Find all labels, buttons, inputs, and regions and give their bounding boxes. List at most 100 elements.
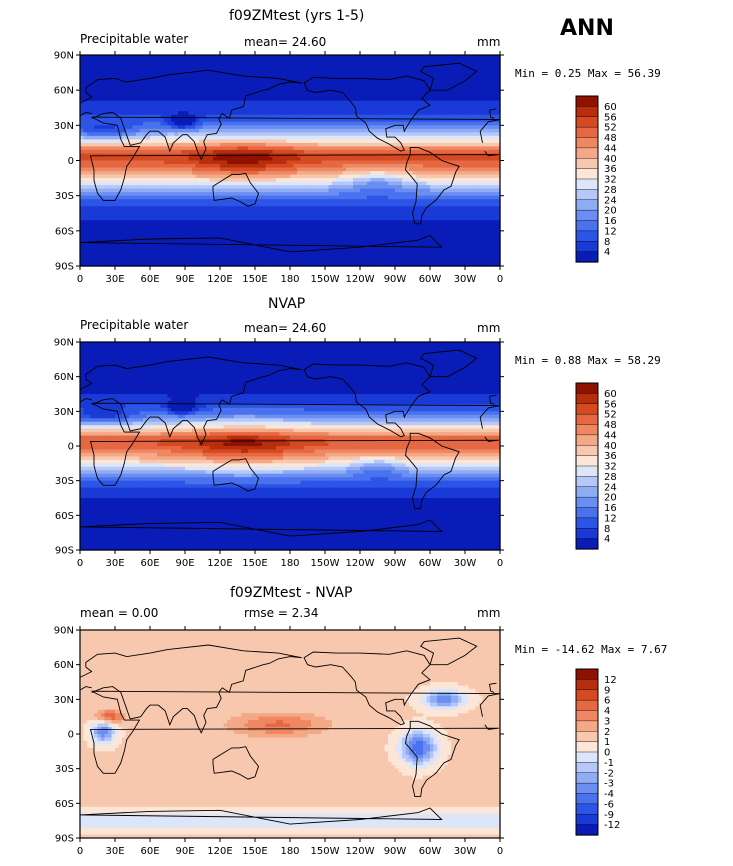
map-cell <box>213 181 218 186</box>
map-cell <box>335 121 340 126</box>
map-cell <box>325 156 330 162</box>
map-cell <box>398 192 403 197</box>
map-cell <box>269 160 274 165</box>
map-cell <box>454 55 459 60</box>
map-cell <box>489 104 494 109</box>
map-cell <box>300 185 305 190</box>
map-cell <box>374 69 379 74</box>
map-cell <box>465 132 470 137</box>
map-cell <box>230 114 235 119</box>
map-cell <box>388 195 393 200</box>
map-cell <box>318 79 323 84</box>
map-cell <box>479 142 484 148</box>
map-cell <box>157 156 162 162</box>
map-cell <box>132 167 137 172</box>
map-cell <box>125 199 130 204</box>
map-cell <box>356 69 361 74</box>
map-cell <box>447 167 452 172</box>
map-cell <box>97 167 102 172</box>
map-cell <box>101 160 106 165</box>
map-cell <box>283 72 288 77</box>
map-cell <box>304 149 309 155</box>
map-cell <box>307 100 312 105</box>
panel-2-center-label: mean= 24.60 <box>244 321 326 335</box>
map-cell <box>391 55 396 60</box>
map-cell <box>370 139 375 144</box>
map-cell <box>234 83 239 88</box>
map-cell <box>171 111 176 116</box>
map-cell <box>213 156 218 162</box>
map-cell <box>129 104 134 109</box>
map-cell <box>475 69 480 74</box>
map-cell <box>300 174 305 179</box>
map-cell <box>178 178 183 183</box>
map-cell <box>346 171 351 176</box>
map-cell <box>199 185 204 190</box>
map-cell <box>136 79 141 84</box>
map-cell <box>174 72 179 77</box>
map-cell <box>297 125 302 130</box>
map-cell <box>192 199 197 204</box>
panel-1-title: f09ZMtest (yrs 1-5) <box>229 8 364 24</box>
map-cell <box>468 83 473 88</box>
map-cell <box>276 192 281 197</box>
map-cell <box>167 65 172 70</box>
map-cell <box>122 167 127 172</box>
map-cell <box>437 160 442 165</box>
map-cell <box>160 160 165 165</box>
map-cell <box>251 142 256 148</box>
map-cell <box>269 188 274 193</box>
map-cell <box>174 114 179 119</box>
map-cell <box>444 121 449 126</box>
map-cell <box>381 128 386 133</box>
map-cell <box>363 111 368 116</box>
map-cell <box>164 142 169 148</box>
map-cell <box>283 97 288 102</box>
map-cell <box>115 199 120 204</box>
map-cell <box>388 76 393 81</box>
map-cell <box>90 93 95 98</box>
map-cell <box>335 156 340 162</box>
map-cell <box>223 86 228 91</box>
map-cell <box>174 86 179 91</box>
map-cell <box>325 114 330 119</box>
map-cell <box>199 76 204 81</box>
map-cell <box>416 69 421 74</box>
map-cell <box>262 111 267 116</box>
map-cell <box>332 104 337 109</box>
map-cell <box>206 104 211 109</box>
map-cell <box>97 132 102 137</box>
map-cell <box>258 128 263 133</box>
map-cell <box>262 118 267 123</box>
map-cell <box>262 192 267 197</box>
map-cell <box>349 146 354 151</box>
map-cell <box>118 192 123 197</box>
map-cell <box>437 97 442 102</box>
map-cell <box>419 135 424 140</box>
map-cell <box>283 160 288 165</box>
map-cell <box>83 132 88 137</box>
map-cell <box>356 192 361 197</box>
map-cell <box>412 181 417 186</box>
map-cell <box>122 139 127 144</box>
map-cell <box>430 118 435 123</box>
map-cell <box>132 121 137 126</box>
map-cell <box>83 55 88 60</box>
map-cell <box>405 139 410 144</box>
map-cell <box>395 135 400 140</box>
map-cell <box>384 153 389 158</box>
map-cell <box>146 86 151 91</box>
map-cell <box>444 114 449 119</box>
map-cell <box>339 79 344 84</box>
map-cell <box>202 167 207 172</box>
map-cell <box>227 171 232 176</box>
map-cell <box>370 185 375 190</box>
map-cell <box>108 195 113 200</box>
map-cell <box>185 195 190 200</box>
map-cell <box>255 62 260 67</box>
map-cell <box>185 164 190 169</box>
map-cell <box>286 114 291 119</box>
map-cell <box>339 149 344 155</box>
map-cell <box>461 156 466 162</box>
map-cell <box>94 167 99 172</box>
